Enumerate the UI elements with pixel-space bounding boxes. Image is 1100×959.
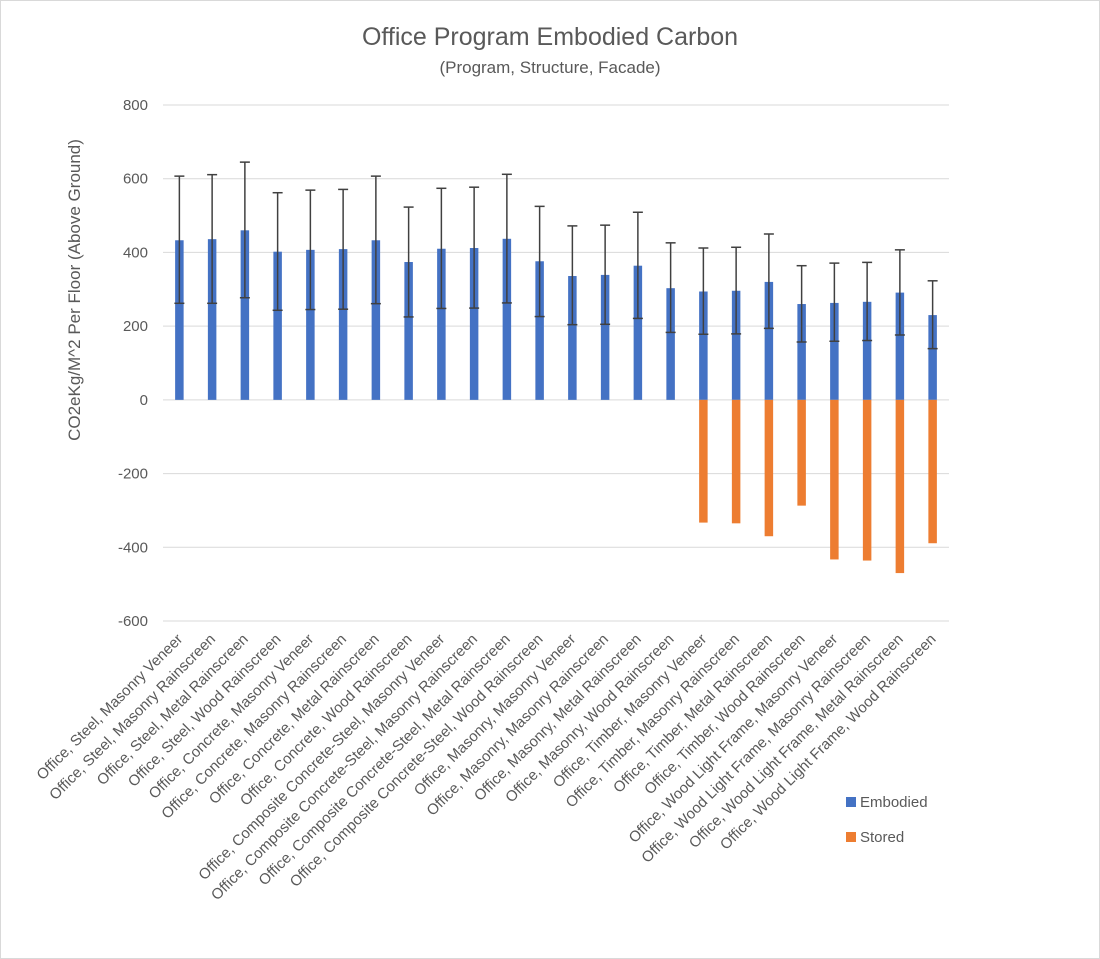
bar-stored (699, 399, 708, 523)
chart-title: Office Program Embodied Carbon (362, 23, 738, 51)
error-bars (174, 161, 938, 350)
bar-embodied (469, 248, 479, 400)
legend-label-stored: Stored (860, 829, 904, 846)
y-axis-title: CO2eKg/M^2 Per Floor (Above Ground) (65, 139, 84, 441)
bar-embodied (502, 238, 512, 400)
legend: Embodied Stored (846, 794, 928, 846)
y-tick-label: 800 (123, 97, 148, 114)
bar-embodied (797, 304, 806, 400)
bar-embodied (273, 251, 282, 400)
bar-embodied (240, 230, 250, 400)
bar-embodied (764, 281, 774, 400)
bar-stored (895, 399, 905, 574)
legend-label-embodied: Embodied (860, 794, 928, 811)
gridlines (163, 104, 949, 622)
bar-embodied (633, 265, 643, 400)
bar-embodied (207, 239, 217, 400)
y-tick-label: -400 (118, 539, 148, 556)
bar-stored (928, 399, 937, 544)
bars (175, 230, 937, 574)
legend-swatch-embodied (846, 797, 856, 807)
y-tick-label: 200 (123, 318, 148, 335)
y-tick-label: 400 (123, 244, 148, 261)
chart-subtitle: (Program, Structure, Facade) (439, 58, 660, 77)
bar-embodied (568, 276, 577, 400)
bar-embodied (830, 302, 839, 400)
bar-embodied (371, 240, 381, 400)
bar-stored (764, 399, 774, 537)
bar-embodied (306, 249, 315, 400)
y-tick-labels: -600 -400 -200 0 200 400 600 800 (118, 97, 148, 630)
bar-embodied (437, 248, 446, 400)
bar-stored (830, 399, 839, 560)
y-tick-label: -200 (118, 466, 148, 483)
bar-stored (797, 399, 806, 506)
bar-embodied (895, 292, 905, 400)
bar-embodied (699, 291, 708, 400)
bar-stored (862, 399, 872, 561)
bar-embodied (338, 249, 348, 400)
y-tick-label: -600 (118, 613, 148, 630)
bar-embodied (666, 288, 675, 400)
bar-embodied (535, 261, 544, 400)
bar-embodied (175, 240, 184, 400)
bar-embodied (731, 290, 741, 400)
bar-embodied (600, 274, 610, 400)
y-tick-label: 600 (123, 171, 148, 188)
legend-swatch-stored (846, 832, 856, 842)
bar-embodied (928, 315, 937, 400)
bar-embodied (862, 301, 872, 400)
bar-embodied (404, 262, 413, 400)
bar-stored (731, 399, 741, 524)
y-tick-label: 0 (140, 392, 148, 409)
